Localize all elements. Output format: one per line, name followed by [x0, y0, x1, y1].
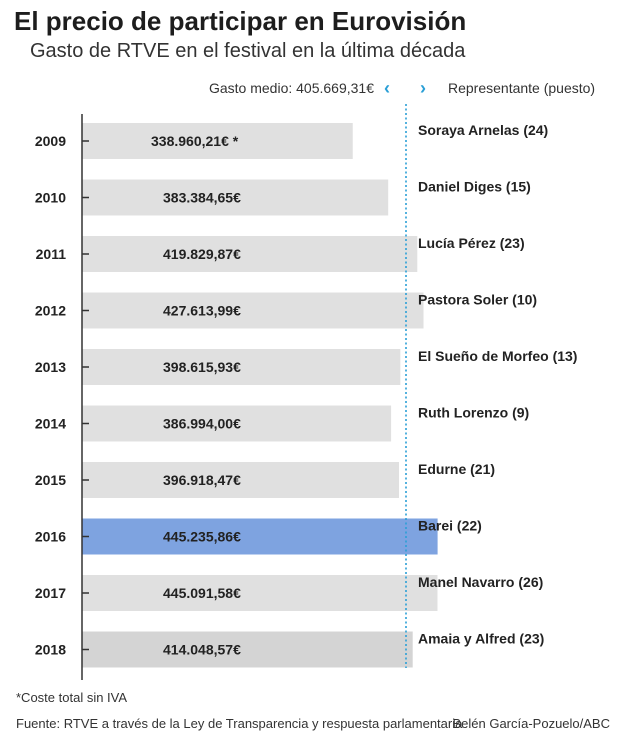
average-label: Gasto medio: 405.669,31€ [208, 80, 374, 96]
value-label: 414.048,57€ [163, 642, 241, 658]
bar-2011 [82, 236, 418, 272]
chevron-left-icon: ‹ [384, 78, 390, 98]
representative-label: Daniel Diges (15) [418, 179, 531, 195]
year-label: 2018 [35, 642, 66, 658]
representative-label: Ruth Lorenzo (9) [418, 405, 529, 421]
representative-header: Representante (puesto) [448, 80, 596, 96]
value-label: 427.613,99€ [163, 303, 241, 319]
year-label: 2015 [35, 472, 66, 488]
year-label: 2009 [35, 133, 66, 149]
value-label: 338.960,21€ * [151, 133, 239, 149]
year-label: 2014 [35, 416, 66, 432]
chart-title: El precio de participar en Eurovisión [14, 6, 467, 36]
representative-label: Soraya Arnelas (24) [418, 122, 548, 138]
representative-label: Pastora Soler (10) [418, 292, 537, 308]
bar-2015 [82, 462, 400, 498]
representative-label: Edurne (21) [418, 461, 495, 477]
source-note: Fuente: RTVE a través de la Ley de Trans… [16, 716, 463, 731]
year-label: 2013 [35, 359, 66, 375]
year-label: 2012 [35, 303, 66, 319]
value-label: 419.829,87€ [163, 246, 241, 262]
year-label: 2011 [36, 246, 67, 262]
bar-2012 [82, 292, 424, 329]
bar-2009 [82, 123, 353, 159]
author-credit: Belén García-Pozuelo/ABC [452, 716, 610, 731]
chart-header-row: Gasto medio: 405.669,31€ ‹ › Representan… [0, 78, 620, 100]
bar-2010 [82, 179, 389, 216]
representative-label: Barei (22) [418, 518, 482, 534]
footnote: *Coste total sin IVA [16, 690, 128, 705]
representative-label: Manel Navarro (26) [418, 574, 543, 590]
representative-label: Amaia y Alfred (23) [418, 631, 544, 647]
chevron-right-icon: › [420, 78, 426, 98]
representative-label: Lucía Pérez (23) [418, 235, 525, 251]
year-label: 2010 [35, 190, 66, 206]
bar-2018 [82, 631, 413, 668]
chart-subtitle: Gasto de RTVE en el festival en la últim… [30, 40, 466, 62]
representative-label: El Sueño de Morfeo (13) [418, 348, 577, 364]
value-label: 396.918,47€ [163, 472, 241, 488]
bar-2013 [82, 349, 401, 385]
value-label: 445.235,86€ [163, 529, 241, 545]
year-label: 2017 [35, 585, 66, 601]
value-label: 386.994,00€ [163, 416, 241, 432]
bar-2016 [82, 518, 438, 555]
value-label: 383.384,65€ [163, 190, 241, 206]
value-label: 398.615,93€ [163, 359, 241, 375]
bar-2017 [82, 575, 438, 611]
bar-2014 [82, 405, 392, 442]
year-label: 2016 [35, 529, 66, 545]
value-label: 445.091,58€ [163, 585, 241, 601]
